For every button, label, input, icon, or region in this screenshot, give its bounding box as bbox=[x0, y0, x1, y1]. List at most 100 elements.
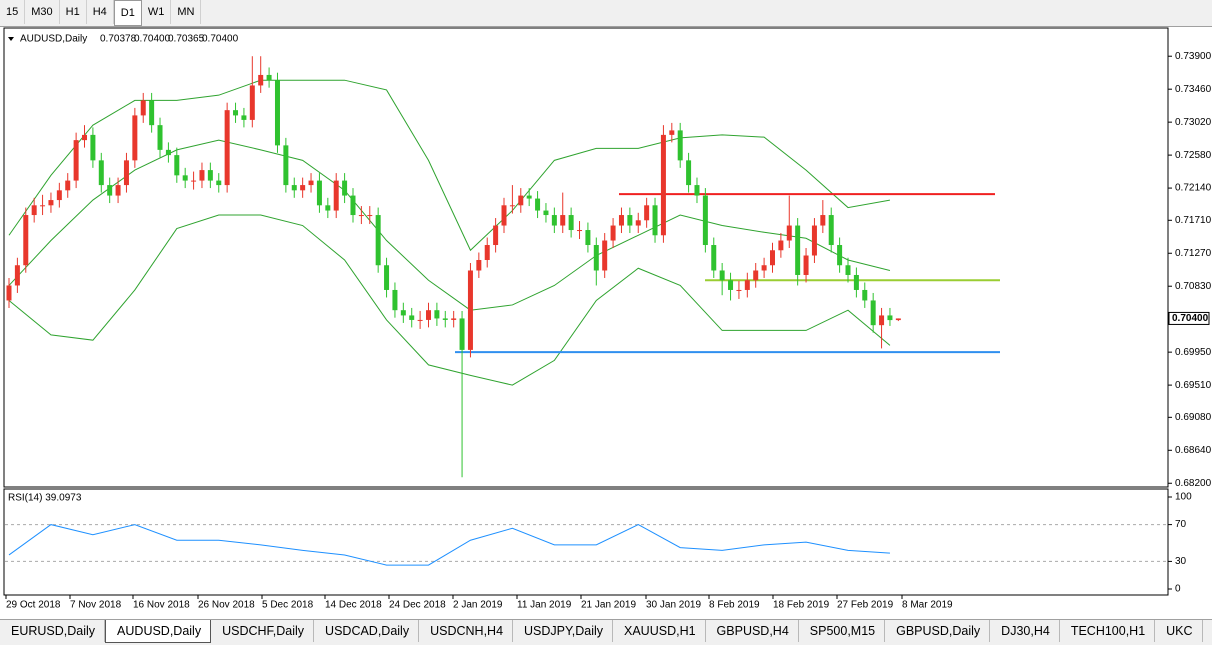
candle-body bbox=[434, 310, 440, 319]
chart-tab[interactable]: USDCAD,Daily bbox=[314, 620, 420, 642]
symbol: AUDUSD,Daily bbox=[20, 34, 87, 45]
candle-body bbox=[493, 225, 499, 246]
chart-tab[interactable]: UKC bbox=[1155, 620, 1203, 642]
candle-body bbox=[526, 195, 532, 199]
chart-tab[interactable]: USDCNH,H4 bbox=[419, 620, 514, 642]
candle-body bbox=[442, 318, 448, 320]
date-label: 14 Dec 2018 bbox=[325, 600, 382, 611]
date-label: 24 Dec 2018 bbox=[389, 600, 446, 611]
candle-body bbox=[392, 289, 398, 311]
chart-tab[interactable]: USDCHF,Daily bbox=[211, 620, 315, 642]
candle-body bbox=[367, 215, 373, 217]
rsi-tick-label: 70 bbox=[1175, 519, 1187, 530]
candle-body bbox=[233, 110, 239, 116]
y-tick-label: 0.68200 bbox=[1175, 478, 1212, 489]
candle-body bbox=[375, 215, 381, 266]
candle-body bbox=[618, 215, 624, 226]
chart-tab[interactable]: TECH100,H1 bbox=[1060, 620, 1156, 642]
price-label: 0.70400 bbox=[1172, 313, 1209, 324]
candle-body bbox=[182, 175, 188, 181]
timeframe-button[interactable]: H1 bbox=[60, 0, 87, 24]
candle-body bbox=[644, 205, 650, 221]
price-box bbox=[1168, 311, 1210, 325]
chart-tab[interactable]: GBPUSD,Daily bbox=[885, 620, 991, 642]
candle-body bbox=[769, 250, 775, 266]
candle-body bbox=[191, 180, 197, 182]
candle-body bbox=[316, 180, 322, 206]
candle-body bbox=[174, 155, 180, 176]
candle-body bbox=[207, 170, 213, 181]
candle-body bbox=[828, 215, 834, 246]
chart: AUDUSD,Daily RSI(14) 39.0973 0.703780.70… bbox=[3, 27, 1212, 611]
chart-tab[interactable]: DJ30,H4 bbox=[990, 620, 1060, 642]
rsi-tick-label: 0 bbox=[1175, 584, 1181, 595]
chart-tab[interactable]: EURUSD,Daily bbox=[0, 620, 106, 642]
candle-body bbox=[702, 195, 708, 246]
date-label: 8 Mar 2019 bbox=[902, 600, 953, 611]
candle-body bbox=[577, 230, 583, 232]
candle-body bbox=[291, 185, 297, 191]
candle-body bbox=[895, 318, 901, 321]
candle-body bbox=[535, 198, 541, 211]
timeframe-button[interactable]: W1 bbox=[142, 0, 172, 24]
candle-body bbox=[803, 255, 809, 275]
candle-body bbox=[585, 230, 591, 246]
candle-body bbox=[274, 80, 280, 146]
bollinger-upper bbox=[8, 79, 891, 252]
candle-body bbox=[677, 130, 683, 161]
candle-body bbox=[761, 265, 767, 271]
candle-body bbox=[635, 220, 641, 226]
timeframe-button[interactable]: D1 bbox=[113, 0, 142, 26]
candle-body bbox=[795, 225, 801, 275]
timeframe-button[interactable]: MN bbox=[171, 0, 202, 24]
y-tick-label: 0.69510 bbox=[1175, 380, 1212, 391]
candle-body bbox=[862, 289, 868, 301]
candle-body bbox=[48, 200, 54, 206]
y-tick-label: 0.69950 bbox=[1175, 347, 1212, 358]
candle-body bbox=[669, 130, 675, 135]
chart-tab[interactable]: XAUUSD,H1 bbox=[613, 620, 706, 642]
y-tick-label: 0.71270 bbox=[1175, 248, 1212, 259]
chart-tab[interactable]: SP500,M15 bbox=[799, 620, 886, 642]
date-label: 2 Jan 2019 bbox=[453, 600, 503, 611]
price-panel bbox=[3, 27, 1169, 488]
y-tick-label: 0.70830 bbox=[1175, 281, 1212, 292]
candle-body bbox=[283, 145, 289, 186]
candle-body bbox=[65, 180, 71, 191]
timeframe-button[interactable]: 15 bbox=[0, 0, 26, 24]
ohlc-value: 0.70400 bbox=[202, 34, 239, 45]
chart-tab[interactable]: USDJPY,Daily bbox=[513, 620, 613, 642]
candle-body bbox=[459, 318, 465, 350]
candle-body bbox=[107, 185, 113, 196]
candle-body bbox=[157, 125, 163, 150]
candle-body bbox=[165, 149, 171, 156]
rsi-line bbox=[8, 524, 890, 566]
candle-body bbox=[115, 185, 121, 196]
candle-body bbox=[6, 285, 12, 301]
candle-body bbox=[845, 265, 851, 275]
candle-body bbox=[384, 265, 390, 290]
candle-body bbox=[266, 74, 272, 81]
candle-body bbox=[518, 195, 524, 206]
candle-body bbox=[31, 205, 37, 216]
bollinger-lower bbox=[8, 214, 891, 386]
timeframe-button[interactable]: M30 bbox=[25, 0, 60, 24]
y-tick-label: 0.69080 bbox=[1175, 412, 1212, 423]
ohlc-value: 0.70378 bbox=[100, 34, 137, 45]
y-tick-label: 0.73900 bbox=[1175, 51, 1212, 62]
date-label: 8 Feb 2019 bbox=[709, 600, 760, 611]
candle-body bbox=[300, 185, 306, 191]
candle-body bbox=[627, 215, 633, 226]
candle-body bbox=[484, 245, 490, 260]
candle-body bbox=[560, 215, 566, 226]
date-label: 27 Feb 2019 bbox=[837, 600, 894, 611]
timeframe-toolbar: 15 M30 H1 H4 D1 W1 MN bbox=[0, 0, 1212, 27]
timeframe-button[interactable]: H4 bbox=[87, 0, 114, 24]
date-label: 16 Nov 2018 bbox=[133, 600, 190, 611]
chart-tab[interactable]: AUDUSD,Daily bbox=[105, 620, 212, 643]
candle-body bbox=[736, 289, 742, 291]
candle-body bbox=[509, 205, 515, 207]
chart-tab[interactable]: GBPUSD,H4 bbox=[706, 620, 799, 642]
candle-body bbox=[686, 160, 692, 186]
candle-body bbox=[476, 259, 482, 271]
